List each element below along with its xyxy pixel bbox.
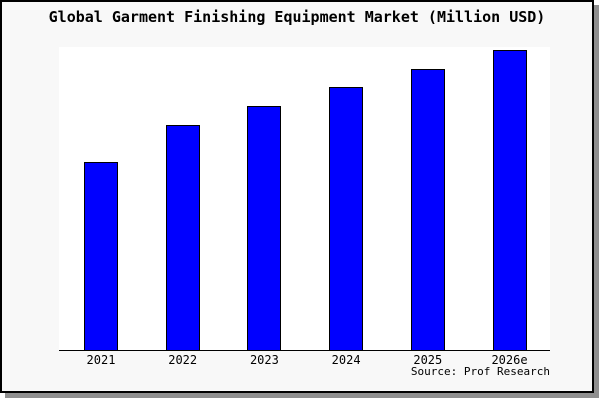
x-tick-label: 2023 bbox=[249, 353, 279, 367]
bar bbox=[247, 106, 282, 350]
plot-area bbox=[59, 47, 550, 351]
source-label: Source: Prof Research bbox=[410, 365, 550, 378]
x-tick-label: 2026e bbox=[491, 353, 528, 367]
bar bbox=[165, 125, 200, 350]
x-axis: 2021 2022 2023 2024 2025 2026e bbox=[59, 353, 550, 369]
bar bbox=[492, 50, 527, 350]
chart-title: Global Garment Finishing Equipment Marke… bbox=[48, 8, 546, 26]
bar bbox=[84, 162, 118, 350]
x-tick-label: 2024 bbox=[331, 353, 361, 367]
x-tick-label: 2022 bbox=[168, 353, 198, 367]
bar bbox=[329, 87, 364, 350]
x-tick-label: 2025 bbox=[413, 353, 443, 367]
bar bbox=[410, 69, 445, 350]
x-tick-label: 2021 bbox=[86, 353, 116, 367]
